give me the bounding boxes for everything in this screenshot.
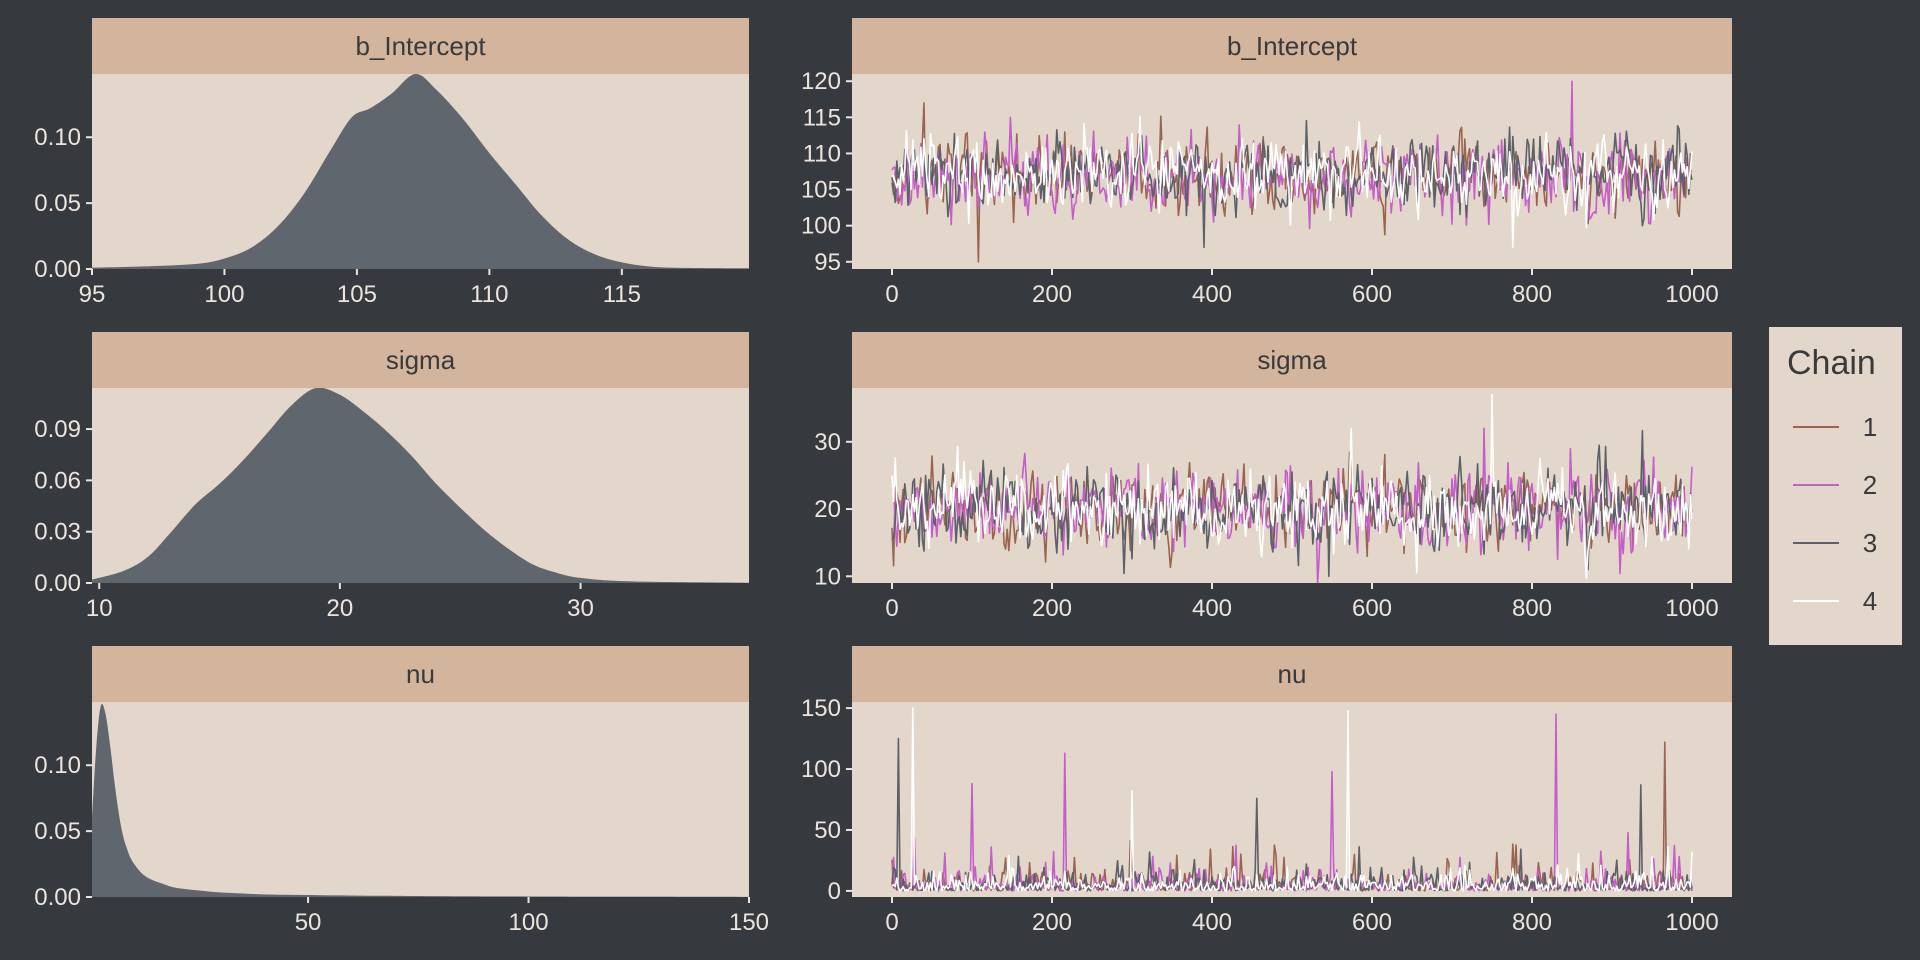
legend-label-chain-4: 4 <box>1863 586 1877 616</box>
x-tick-label: 600 <box>1352 909 1392 936</box>
x-tick-label: 1000 <box>1665 595 1718 622</box>
facet-strip-label: b_Intercept <box>1227 31 1358 61</box>
plot-marks <box>891 393 1693 583</box>
panel-density-sigma: sigma 0.00 0.03 0.06 0.09 10 20 30 <box>34 332 749 622</box>
x-tick-label: 10 <box>86 595 113 622</box>
panel-density-b_intercept: b_Intercept 0.00 0.05 0.10 95 100 105 110 115 <box>34 18 749 308</box>
panel-trace-sigma: sigma 10 20 30 0 200 400 600 800 1000 <box>814 332 1732 622</box>
x-tick-label: 150 <box>729 909 769 936</box>
y-tick-label: 30 <box>814 429 841 456</box>
y-tick-label: 150 <box>801 695 841 722</box>
trace-line-chain-1 <box>891 102 1693 263</box>
y-tick-label: 10 <box>814 563 841 590</box>
y-tick-label: 0.00 <box>34 570 81 597</box>
facet-strip-label: sigma <box>1257 345 1327 375</box>
x-tick-label: 0 <box>885 909 898 936</box>
y-tick-label: 105 <box>801 177 841 204</box>
y-tick-label: 0.10 <box>34 124 81 151</box>
facet-strip <box>92 646 749 702</box>
y-tick-label: 20 <box>814 496 841 523</box>
x-tick-label: 600 <box>1352 281 1392 308</box>
x-tick-label: 600 <box>1352 595 1392 622</box>
y-tick-label: 0.03 <box>34 519 81 546</box>
x-tick-label: 50 <box>295 909 322 936</box>
panel-trace-b_intercept: b_Intercept 95 100 105 110 115 120 0 200 400 600 80… <box>801 18 1732 308</box>
x-tick-label: 200 <box>1032 909 1072 936</box>
panel-trace-nu: nu 0 50 100 150 0 200 400 600 800 1000 <box>801 646 1732 936</box>
facet-strip <box>92 18 749 74</box>
trace-line-chain-4 <box>891 393 1693 579</box>
x-tick-label: 800 <box>1512 909 1552 936</box>
y-tick-label: 0.09 <box>34 416 81 443</box>
facet-strip <box>852 332 1732 388</box>
x-tick-label: 20 <box>327 595 354 622</box>
legend-label-chain-1: 1 <box>1863 412 1877 442</box>
x-tick-label: 0 <box>885 595 898 622</box>
trace-line-chain-2 <box>891 80 1693 230</box>
legend-items: 1 2 3 4 <box>1793 412 1877 616</box>
facet-strip <box>852 646 1732 702</box>
y-tick-label: 100 <box>801 213 841 240</box>
y-tick-label: 120 <box>801 68 841 95</box>
x-tick-label: 105 <box>337 281 377 308</box>
trace-line-chain-4 <box>891 115 1693 249</box>
x-tick-label: 30 <box>567 595 594 622</box>
y-tick-label: 0.00 <box>34 884 81 911</box>
legend-label-chain-3: 3 <box>1863 528 1877 558</box>
x-tick-label: 115 <box>603 281 641 308</box>
panel-density-nu: nu 0.00 0.05 0.10 50 100 150 <box>34 646 769 936</box>
x-tick-label: 400 <box>1192 595 1232 622</box>
plot-area <box>852 702 1732 897</box>
y-tick-label: 0.05 <box>34 818 81 845</box>
plot-marks <box>891 707 1693 892</box>
trace-line-chain-2 <box>891 427 1693 583</box>
plot-marks <box>92 388 749 583</box>
x-tick-label: 0 <box>885 281 898 308</box>
x-tick-label: 200 <box>1032 595 1072 622</box>
facet-strip-label: nu <box>406 659 435 689</box>
x-tick-label: 400 <box>1192 281 1232 308</box>
legend-title: Chain <box>1787 344 1876 382</box>
x-tick-label: 100 <box>204 281 244 308</box>
y-tick-label: 0.06 <box>34 467 81 494</box>
x-tick-label: 100 <box>509 909 549 936</box>
y-tick-label: 95 <box>814 249 841 276</box>
x-tick-label: 1000 <box>1665 909 1718 936</box>
facet-strip <box>92 332 749 388</box>
legend-label-chain-2: 2 <box>1863 470 1877 500</box>
y-tick-label: 115 <box>803 104 841 131</box>
y-tick-label: 0.10 <box>34 752 81 779</box>
plot-marks <box>891 80 1693 263</box>
y-tick-label: 0 <box>828 878 841 905</box>
trace-line-chain-4 <box>891 707 1693 892</box>
plot-area <box>92 702 749 897</box>
facet-strip <box>852 18 1732 74</box>
x-tick-label: 800 <box>1512 281 1552 308</box>
facet-strip-label: nu <box>1278 659 1307 689</box>
y-tick-label: 100 <box>801 756 841 783</box>
x-tick-label: 1000 <box>1665 281 1718 308</box>
x-tick-label: 110 <box>470 281 508 308</box>
plot-marks <box>92 74 749 269</box>
facet-strip-label: sigma <box>386 345 456 375</box>
y-tick-label: 50 <box>814 817 841 844</box>
x-tick-label: 400 <box>1192 909 1232 936</box>
y-tick-label: 0.00 <box>34 256 81 283</box>
density-area <box>92 388 749 583</box>
x-tick-label: 200 <box>1032 281 1072 308</box>
y-tick-label: 110 <box>803 140 841 167</box>
x-tick-label: 95 <box>79 281 106 308</box>
chain-legend: Chain 1 2 3 4 <box>1769 327 1902 645</box>
density-area <box>92 74 749 269</box>
facet-strip-label: b_Intercept <box>355 31 486 61</box>
y-tick-label: 0.05 <box>34 190 81 217</box>
x-tick-label: 800 <box>1512 595 1552 622</box>
